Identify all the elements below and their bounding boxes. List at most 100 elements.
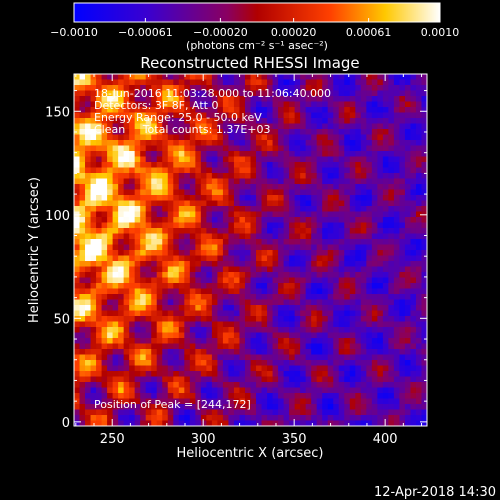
- heatmap-cell: [228, 129, 235, 136]
- heatmap-cell: [118, 178, 125, 185]
- heatmap-cell: [250, 343, 257, 350]
- heatmap-cell: [344, 228, 351, 235]
- heatmap-cell: [261, 349, 268, 356]
- heatmap-cell: [217, 96, 224, 103]
- heatmap-cell: [404, 277, 412, 284]
- heatmap-cell: [399, 184, 406, 191]
- heatmap-cell: [228, 365, 235, 372]
- heatmap-cell: [112, 415, 119, 422]
- heatmap-cell: [162, 409, 169, 416]
- heatmap-cell: [338, 382, 345, 389]
- heatmap-cell: [206, 283, 213, 290]
- heatmap-cell: [156, 134, 163, 141]
- heatmap-cell: [107, 85, 114, 92]
- heatmap-cell: [272, 261, 279, 268]
- heatmap-cell: [256, 239, 263, 246]
- annotation-clean: Clean Total counts: 1.37E+03: [94, 123, 271, 136]
- heatmap-cell: [349, 74, 356, 81]
- heatmap-cell: [118, 189, 125, 196]
- heatmap-cell: [349, 283, 356, 290]
- heatmap-cell: [178, 129, 185, 136]
- heatmap-cell: [206, 222, 213, 229]
- heatmap-cell: [377, 343, 384, 350]
- heatmap-cell: [371, 316, 378, 323]
- heatmap-cell: [173, 200, 180, 207]
- heatmap-cell: [217, 244, 224, 251]
- heatmap-cell: [355, 101, 362, 108]
- heatmap-cell: [118, 354, 125, 361]
- heatmap-cell: [261, 118, 268, 125]
- heatmap-cell: [327, 74, 334, 81]
- heatmap-cell: [278, 316, 285, 323]
- heatmap-cell: [393, 277, 401, 284]
- heatmap-cell: [327, 360, 334, 367]
- heatmap-cell: [377, 244, 384, 251]
- heatmap-cell: [388, 360, 395, 367]
- heatmap-cell: [410, 167, 417, 174]
- heatmap-cell: [101, 360, 108, 367]
- heatmap-cell: [118, 398, 125, 405]
- heatmap-cell: [283, 266, 290, 273]
- heatmap-cell: [151, 299, 158, 306]
- heatmap-cell: [151, 184, 158, 191]
- heatmap-cell: [421, 233, 427, 240]
- heatmap-cell: [399, 387, 406, 394]
- heatmap-cell: [79, 404, 86, 411]
- heatmap-cell: [96, 112, 103, 119]
- heatmap-cell: [355, 107, 362, 114]
- heatmap-cell: [256, 404, 263, 411]
- heatmap-cell: [162, 393, 169, 400]
- heatmap-cell: [178, 272, 185, 279]
- heatmap-cell: [90, 371, 97, 378]
- heatmap-cell: [305, 343, 312, 350]
- heatmap-cell: [300, 283, 307, 290]
- heatmap-cell: [311, 200, 318, 207]
- heatmap-cell: [289, 283, 296, 290]
- heatmap-cell: [96, 310, 103, 317]
- heatmap-cell: [222, 305, 230, 312]
- heatmap-cell: [145, 371, 152, 378]
- heatmap-cell: [371, 189, 378, 196]
- heatmap-cell: [316, 244, 323, 251]
- heatmap-cell: [101, 255, 108, 262]
- heatmap-cell: [272, 332, 279, 339]
- heatmap-cell: [206, 420, 213, 426]
- heatmap-cell: [74, 239, 81, 246]
- heatmap-cell: [399, 112, 406, 119]
- heatmap-cell: [278, 178, 285, 185]
- heatmap-cell: [222, 211, 230, 218]
- heatmap-cell: [74, 338, 81, 345]
- heatmap-cell: [261, 145, 268, 152]
- heatmap-cell: [355, 244, 362, 251]
- heatmap-cell: [239, 134, 246, 141]
- heatmap-cell: [305, 90, 312, 97]
- heatmap-cell: [421, 332, 427, 339]
- heatmap-cell: [90, 382, 97, 389]
- y-tick-label: 50: [53, 312, 70, 327]
- heatmap-cell: [360, 327, 367, 334]
- heatmap-cell: [316, 195, 323, 202]
- heatmap-cell: [294, 222, 301, 229]
- heatmap-cell: [327, 244, 334, 251]
- heatmap-cell: [134, 261, 141, 268]
- heatmap-cell: [233, 354, 241, 361]
- heatmap-cell: [140, 404, 147, 411]
- heatmap-cell: [388, 283, 395, 290]
- heatmap-cell: [228, 387, 235, 394]
- heatmap-cell: [355, 288, 362, 295]
- heatmap-cell: [151, 173, 158, 180]
- heatmap-cell: [393, 167, 401, 174]
- heatmap-cell: [101, 233, 108, 240]
- heatmap-cell: [272, 173, 279, 180]
- heatmap-cell: [377, 107, 384, 114]
- heatmap-cell: [256, 129, 263, 136]
- heatmap-cell: [399, 151, 406, 158]
- heatmap-cell: [85, 85, 92, 92]
- heatmap-cell: [322, 96, 329, 103]
- heatmap-cell: [300, 85, 307, 92]
- heatmap-cell: [377, 261, 384, 268]
- heatmap-cell: [410, 277, 417, 284]
- heatmap-cell: [184, 85, 191, 92]
- heatmap-cell: [200, 365, 207, 372]
- heatmap-cell: [333, 222, 340, 229]
